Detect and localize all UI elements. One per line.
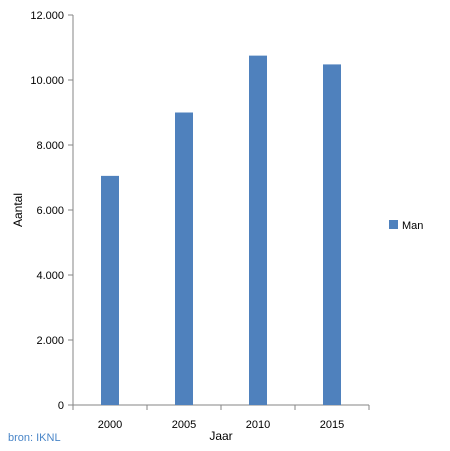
bar-2010 — [249, 55, 267, 405]
x-axis-title: Jaar — [209, 429, 232, 443]
legend-label-man: Man — [402, 220, 423, 232]
y-tick-label: 10.000 — [30, 75, 64, 87]
bar-2015 — [323, 64, 341, 406]
y-tick-label: 0 — [58, 400, 64, 412]
legend-swatch-man — [389, 220, 398, 229]
y-tick-label: 4.000 — [36, 270, 64, 282]
bar-2005 — [175, 112, 193, 405]
x-tick-label: 2015 — [320, 419, 344, 431]
y-ticks: 0 2.000 4.000 6.000 8.000 10.000 12.000 — [30, 10, 73, 412]
source-note: bron: IKNL — [8, 432, 61, 444]
x-ticks: 2000 2005 2010 2015 — [72, 405, 370, 431]
y-tick-label: 8.000 — [36, 140, 64, 152]
x-tick-label: 2005 — [172, 419, 196, 431]
bar-2000 — [101, 175, 119, 405]
y-axis-title: Aantal — [11, 193, 25, 227]
y-tick-label: 2.000 — [36, 335, 64, 347]
bars — [101, 55, 341, 406]
x-tick-label: 2000 — [98, 419, 122, 431]
y-tick-label: 12.000 — [30, 10, 64, 22]
legend: Man — [389, 220, 423, 232]
x-tick-label: 2010 — [246, 419, 270, 431]
y-tick-label: 6.000 — [36, 205, 64, 217]
